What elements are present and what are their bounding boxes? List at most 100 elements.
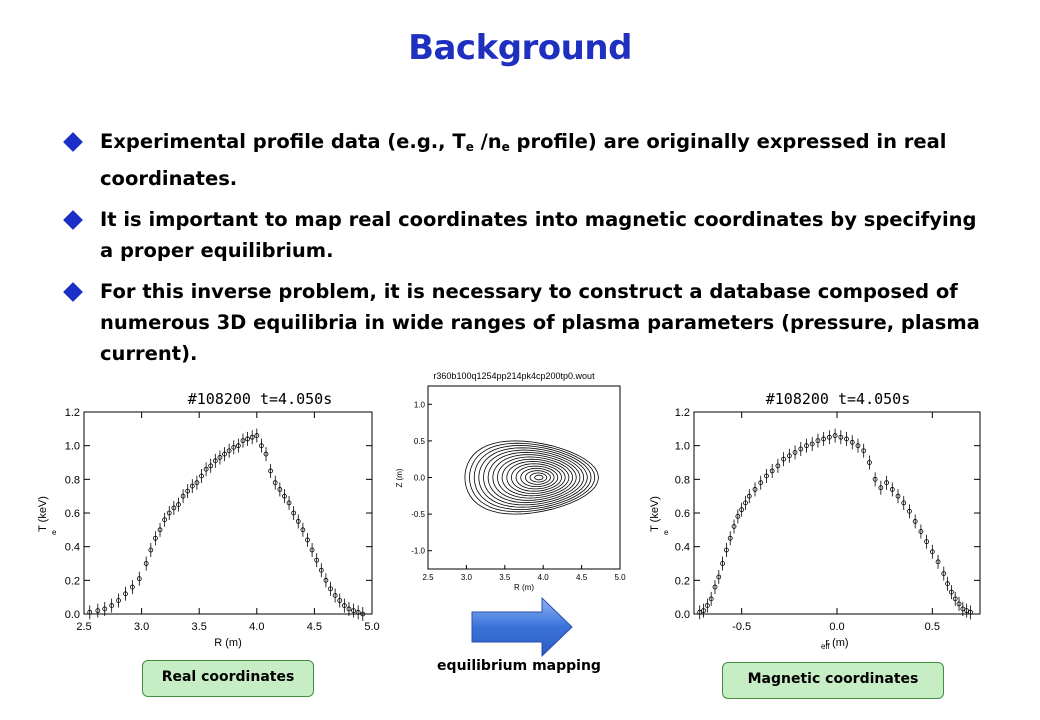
flux-surface xyxy=(497,456,574,499)
x-tick-label: 2.5 xyxy=(422,573,434,582)
mapping-arrow xyxy=(470,596,576,658)
data-point xyxy=(153,535,158,541)
data-point xyxy=(701,608,706,614)
x-tick-label: -0.5 xyxy=(732,621,751,633)
y-tick-label: 1.0 xyxy=(414,400,426,409)
data-point xyxy=(935,559,941,565)
diamond-bullet-icon xyxy=(63,282,83,302)
y-axis-label-sub: e xyxy=(52,528,57,537)
data-point xyxy=(323,577,329,583)
data-point xyxy=(245,436,250,442)
data-point xyxy=(194,480,200,486)
data-point xyxy=(360,611,366,617)
slide-title: Background xyxy=(408,28,632,68)
flux-surface xyxy=(501,458,570,497)
plot-frame xyxy=(83,411,373,615)
flux-surface xyxy=(478,447,588,508)
plot-title: #108200 t=4.050s xyxy=(766,390,911,408)
data-point xyxy=(314,557,320,563)
flux-surface xyxy=(487,451,581,504)
data-point xyxy=(941,571,947,577)
data-point xyxy=(960,606,966,612)
x-tick-label: 3.0 xyxy=(134,621,149,633)
y-tick-label: 0.0 xyxy=(414,474,426,483)
flux-surface-chart: r360b100q1254pp214pk4cp200tp0.wout 2.5 3.… xyxy=(395,371,626,592)
data-point xyxy=(171,505,177,511)
data-point xyxy=(826,434,832,440)
data-point xyxy=(775,463,781,469)
data-point xyxy=(272,480,278,486)
data-point xyxy=(259,443,264,449)
data-point xyxy=(731,524,737,529)
data-point xyxy=(328,586,333,592)
data-point xyxy=(185,488,191,494)
bullet-text-3: For this inverse problem, it is necessar… xyxy=(100,280,980,365)
data-point xyxy=(109,603,115,608)
x-tick-label: 3.5 xyxy=(192,621,207,633)
flux-surface xyxy=(510,463,562,492)
data-point xyxy=(964,608,970,614)
flux-surface xyxy=(492,454,577,501)
data-point xyxy=(855,443,861,449)
y-tick-label: 1.0 xyxy=(65,441,80,453)
data-point xyxy=(716,574,722,580)
data-point xyxy=(912,519,918,524)
y-tick-label: 0.2 xyxy=(65,575,80,587)
equilibrium-mapping-label: equilibrium mapping xyxy=(437,658,601,674)
data-point xyxy=(212,458,218,464)
data-point xyxy=(769,468,775,474)
data-point xyxy=(87,609,93,615)
data-point xyxy=(249,434,255,440)
data-point xyxy=(720,561,725,566)
flux-surface xyxy=(483,449,585,506)
y-tick-label: 0.8 xyxy=(65,474,80,486)
x-tick-label: 4.5 xyxy=(307,621,322,633)
data-point xyxy=(337,598,343,603)
bullet-text-1-pre: Experimental profile data (e.g., T xyxy=(100,130,466,153)
data-point xyxy=(166,510,172,516)
y-tick-label: 0.0 xyxy=(675,609,690,621)
data-point xyxy=(162,517,168,523)
x-axis-label: R (m) xyxy=(214,637,242,649)
data-point xyxy=(735,513,741,519)
x-tick-label: 5.0 xyxy=(614,573,626,582)
data-point xyxy=(948,589,954,595)
data-point xyxy=(918,529,924,534)
x-tick-label: 4.0 xyxy=(249,621,264,633)
y-tick-label: 0.4 xyxy=(675,542,690,554)
data-point xyxy=(712,584,718,590)
te-vs-reff-plot: #108200 t=4.050s -0.5 0.0 0.5 0.0 0.2 0.4 0.6 0… xyxy=(642,384,1002,654)
data-point xyxy=(176,502,181,507)
y-tick-label: 0.2 xyxy=(675,575,690,587)
data-point xyxy=(786,453,792,459)
data-point xyxy=(102,606,108,612)
data-point xyxy=(277,487,283,492)
data-point xyxy=(727,535,733,541)
x-axis-label: R (m) xyxy=(514,583,534,592)
data-point xyxy=(129,584,135,590)
data-point xyxy=(208,463,214,469)
flux-surface xyxy=(529,472,548,483)
data-point xyxy=(878,485,884,491)
flux-surface xyxy=(524,470,551,485)
data-point xyxy=(123,591,128,597)
data-point xyxy=(704,603,710,608)
y-tick-label: 0.5 xyxy=(414,437,426,446)
data-point xyxy=(884,480,889,486)
diamond-bullet-icon xyxy=(63,210,83,230)
flux-surface xyxy=(506,461,566,494)
y-axis-label-sub: e xyxy=(664,528,669,537)
data-point xyxy=(844,436,849,442)
data-point xyxy=(724,547,729,553)
magnetic-coordinates-label: Magnetic coordinates xyxy=(722,662,944,699)
data-point xyxy=(809,441,815,447)
y-tick-label: 0.6 xyxy=(675,508,690,520)
data-point xyxy=(240,438,246,444)
x-axis-label-sub: eff xyxy=(821,642,831,651)
data-point xyxy=(305,537,310,543)
data-point xyxy=(286,500,292,506)
data-point xyxy=(231,444,237,450)
data-point xyxy=(291,510,297,516)
data-point xyxy=(815,438,821,444)
data-point xyxy=(867,460,872,465)
